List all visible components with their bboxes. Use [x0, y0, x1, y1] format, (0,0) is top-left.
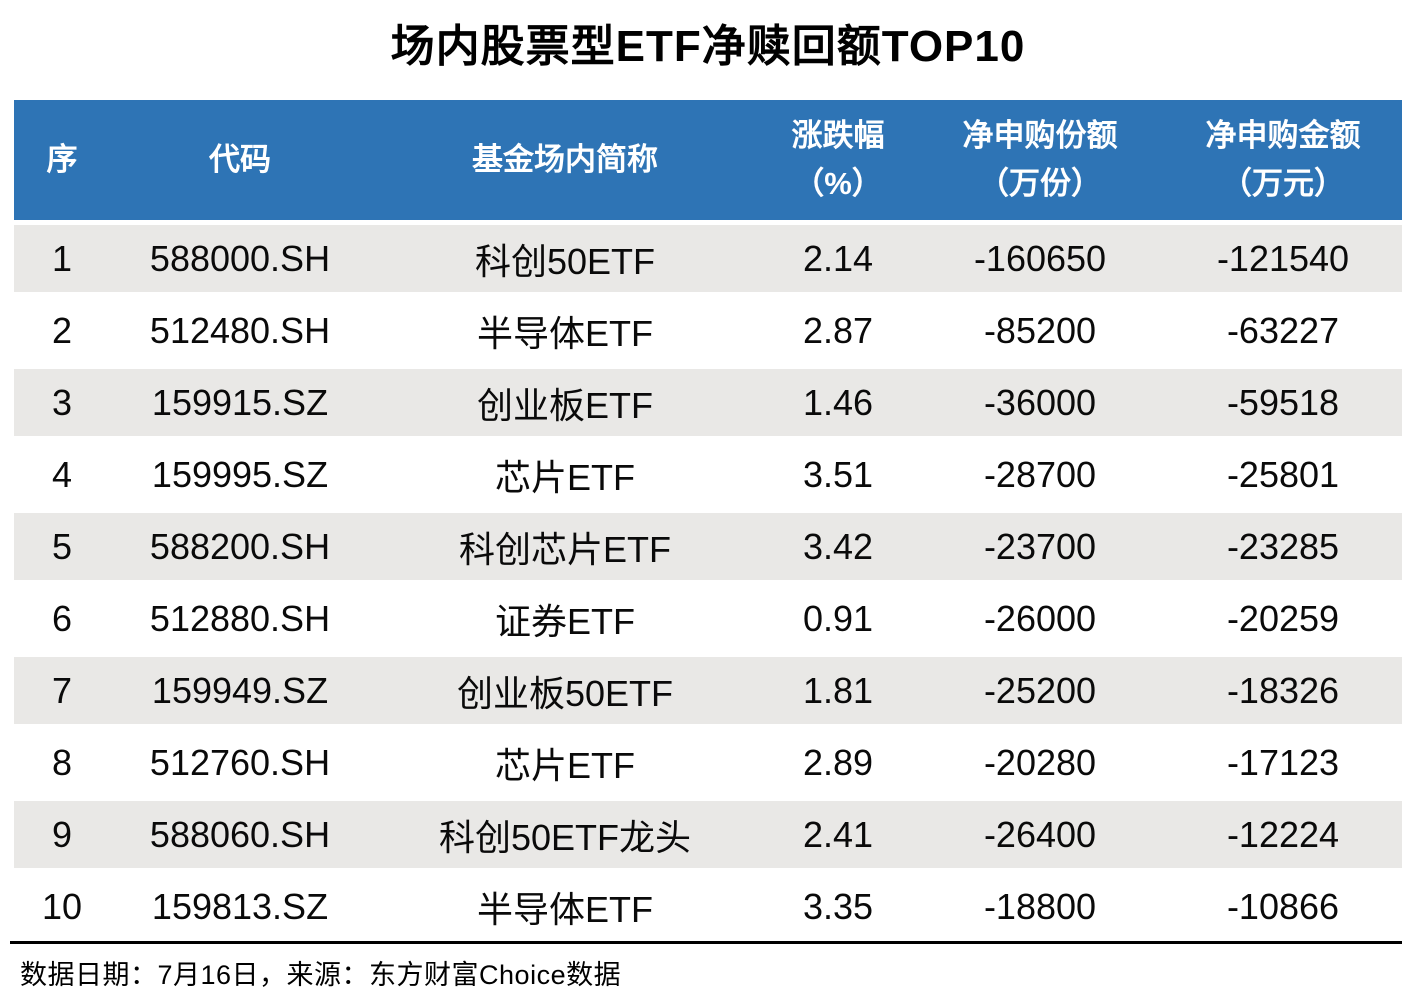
code-cell: 512480.SH [110, 297, 370, 369]
rank-cell: 3 [14, 369, 110, 441]
fund-name-cell: 半导体ETF [370, 297, 760, 369]
column-header-change-pct: 涨跌幅 （%） [760, 100, 916, 225]
table-row: 6 512880.SH 证券ETF 0.91 -26000 -20259 [14, 585, 1402, 657]
footer-divider-line [10, 941, 1402, 944]
code-cell: 588060.SH [110, 801, 370, 873]
net-subscription-shares-cell: -160650 [916, 225, 1164, 297]
column-header-rank: 序 [14, 100, 110, 225]
code-cell: 512760.SH [110, 729, 370, 801]
fund-name-cell: 创业板ETF [370, 369, 760, 441]
fund-name-cell: 半导体ETF [370, 873, 760, 945]
net-subscription-shares-cell: -18800 [916, 873, 1164, 945]
column-header-code: 代码 [110, 100, 370, 225]
net-subscription-amount-cell: -121540 [1164, 225, 1402, 297]
fund-name-cell: 芯片ETF [370, 441, 760, 513]
change-pct-cell: 2.87 [760, 297, 916, 369]
net-subscription-amount-cell: -10866 [1164, 873, 1402, 945]
change-pct-cell: 3.35 [760, 873, 916, 945]
fund-name-cell: 证券ETF [370, 585, 760, 657]
rank-cell: 10 [14, 873, 110, 945]
net-subscription-amount-cell: -25801 [1164, 441, 1402, 513]
data-source-note: 数据日期：7月16日，来源：东方财富Choice数据 [20, 960, 622, 990]
net-subscription-amount-cell: -63227 [1164, 297, 1402, 369]
page-title: 场内股票型ETF净赎回额TOP10 [390, 22, 1026, 71]
rank-cell: 9 [14, 801, 110, 873]
table-header: 序 代码 基金场内简称 涨跌幅 （%） 净申购份额 （万份） 净申购金额 （万元… [14, 100, 1402, 225]
change-pct-cell: 0.91 [760, 585, 916, 657]
column-header-net-subscription-amount: 净申购金额 （万元） [1164, 100, 1402, 225]
rank-cell: 8 [14, 729, 110, 801]
net-subscription-amount-cell: -59518 [1164, 369, 1402, 441]
net-subscription-amount-cell: -18326 [1164, 657, 1402, 729]
table-row: 3 159915.SZ 创业板ETF 1.46 -36000 -59518 [14, 369, 1402, 441]
code-cell: 159949.SZ [110, 657, 370, 729]
rank-cell: 7 [14, 657, 110, 729]
net-subscription-amount-cell: -23285 [1164, 513, 1402, 585]
fund-name-cell: 芯片ETF [370, 729, 760, 801]
etf-redemption-table-wrap: 序 代码 基金场内简称 涨跌幅 （%） 净申购份额 （万份） 净申购金额 （万元… [14, 100, 1402, 945]
net-subscription-shares-cell: -36000 [916, 369, 1164, 441]
net-subscription-shares-cell: -26400 [916, 801, 1164, 873]
code-cell: 159995.SZ [110, 441, 370, 513]
change-pct-cell: 2.89 [760, 729, 916, 801]
code-cell: 159813.SZ [110, 873, 370, 945]
change-pct-cell: 1.46 [760, 369, 916, 441]
table-row: 10 159813.SZ 半导体ETF 3.35 -18800 -10866 [14, 873, 1402, 945]
column-header-net-subscription-shares: 净申购份额 （万份） [916, 100, 1164, 225]
net-subscription-amount-cell: -12224 [1164, 801, 1402, 873]
table-body: 1 588000.SH 科创50ETF 2.14 -160650 -121540 2 5124… [14, 225, 1402, 945]
table-row: 7 159949.SZ 创业板50ETF 1.81 -25200 -18326 [14, 657, 1402, 729]
table-row: 9 588060.SH 科创50ETF龙头 2.41 -26400 -12224 [14, 801, 1402, 873]
table-row: 1 588000.SH 科创50ETF 2.14 -160650 -121540 [14, 225, 1402, 297]
change-pct-cell: 3.51 [760, 441, 916, 513]
table-row: 5 588200.SH 科创芯片ETF 3.42 -23700 -23285 [14, 513, 1402, 585]
rank-cell: 6 [14, 585, 110, 657]
rank-cell: 5 [14, 513, 110, 585]
table-row: 4 159995.SZ 芯片ETF 3.51 -28700 -25801 [14, 441, 1402, 513]
table-row: 2 512480.SH 半导体ETF 2.87 -85200 -63227 [14, 297, 1402, 369]
rank-cell: 1 [14, 225, 110, 297]
etf-redemption-table: 序 代码 基金场内简称 涨跌幅 （%） 净申购份额 （万份） 净申购金额 （万元… [14, 100, 1402, 945]
table-header-row: 序 代码 基金场内简称 涨跌幅 （%） 净申购份额 （万份） 净申购金额 （万元… [14, 100, 1402, 225]
code-cell: 159915.SZ [110, 369, 370, 441]
net-subscription-shares-cell: -25200 [916, 657, 1164, 729]
code-cell: 512880.SH [110, 585, 370, 657]
net-subscription-shares-cell: -85200 [916, 297, 1164, 369]
change-pct-cell: 3.42 [760, 513, 916, 585]
net-subscription-amount-cell: -17123 [1164, 729, 1402, 801]
table-row: 8 512760.SH 芯片ETF 2.89 -20280 -17123 [14, 729, 1402, 801]
change-pct-cell: 2.41 [760, 801, 916, 873]
fund-name-cell: 创业板50ETF [370, 657, 760, 729]
code-cell: 588200.SH [110, 513, 370, 585]
column-header-fund-name: 基金场内简称 [370, 100, 760, 225]
net-subscription-shares-cell: -28700 [916, 441, 1164, 513]
change-pct-cell: 2.14 [760, 225, 916, 297]
fund-name-cell: 科创50ETF龙头 [370, 801, 760, 873]
net-subscription-shares-cell: -23700 [916, 513, 1164, 585]
net-subscription-amount-cell: -20259 [1164, 585, 1402, 657]
rank-cell: 2 [14, 297, 110, 369]
code-cell: 588000.SH [110, 225, 370, 297]
net-subscription-shares-cell: -26000 [916, 585, 1164, 657]
net-subscription-shares-cell: -20280 [916, 729, 1164, 801]
rank-cell: 4 [14, 441, 110, 513]
fund-name-cell: 科创50ETF [370, 225, 760, 297]
change-pct-cell: 1.81 [760, 657, 916, 729]
fund-name-cell: 科创芯片ETF [370, 513, 760, 585]
